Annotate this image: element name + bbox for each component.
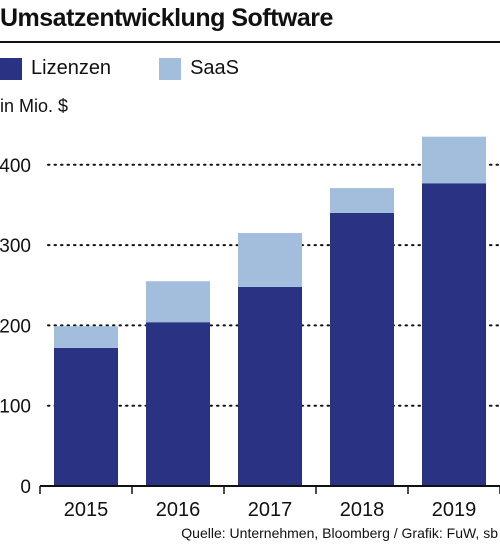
source-note: Quelle: Unternehmen, Bloomberg / Grafik:… [181,525,498,541]
bar-saas-2015 [54,326,118,348]
x-tick-label-2015: 2015 [64,499,109,521]
chart-title: Umsatzentwicklung Software [0,4,333,32]
bar-lizenzen-2016 [146,322,210,486]
x-tick-label-2019: 2019 [432,499,477,521]
bar-lizenzen-2015 [54,347,118,486]
bar-saas-2018 [330,188,394,213]
y-tick-label-300: 300 [0,236,31,257]
legend-swatch-lizenzen [0,57,22,80]
y-tick-label-200: 200 [0,316,31,337]
title-rule [0,41,500,43]
legend-item-lizenzen: Lizenzen [0,57,111,80]
legend-label-saas: SaaS [190,57,239,79]
legend: Lizenzen SaaS [0,57,287,80]
bar-lizenzen-2018 [330,212,394,487]
y-axis-unit-label: in Mio. $ [0,96,69,116]
x-tick-label-2017: 2017 [248,499,293,521]
bar-saas-2016 [146,281,210,323]
bar-lizenzen-2019 [422,183,486,487]
x-tick-label-2018: 2018 [340,499,385,521]
bar-saas-2017 [238,233,302,287]
legend-label-lizenzen: Lizenzen [31,57,112,79]
y-tick-label-400: 400 [0,156,31,177]
x-tick-label-2016: 2016 [156,499,201,521]
y-tick-label-0: 0 [20,477,31,498]
y-tick-label-100: 100 [0,397,31,418]
legend-item-saas: SaaS [159,57,239,80]
legend-swatch-saas [159,57,182,80]
bar-lizenzen-2017 [238,286,302,486]
bar-saas-2019 [422,136,486,184]
